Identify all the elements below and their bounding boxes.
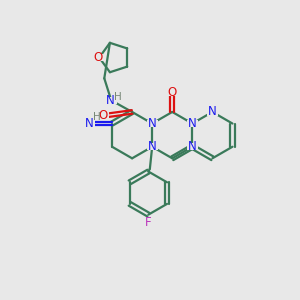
Text: N: N [85, 117, 94, 130]
FancyBboxPatch shape [84, 120, 95, 127]
Text: N: N [188, 140, 197, 153]
Text: O: O [98, 109, 108, 122]
Text: N: N [148, 117, 157, 130]
FancyBboxPatch shape [143, 217, 154, 224]
FancyBboxPatch shape [187, 143, 198, 151]
Text: H: H [93, 112, 101, 122]
FancyBboxPatch shape [147, 120, 158, 127]
Text: O: O [168, 86, 177, 99]
Text: O: O [93, 51, 102, 64]
Text: H: H [114, 92, 122, 102]
FancyBboxPatch shape [207, 108, 218, 116]
Text: F: F [145, 216, 152, 229]
Text: N: N [188, 117, 197, 130]
FancyBboxPatch shape [167, 88, 178, 96]
FancyBboxPatch shape [147, 143, 158, 151]
FancyBboxPatch shape [92, 54, 103, 61]
Text: N: N [148, 140, 157, 153]
FancyBboxPatch shape [98, 112, 109, 119]
Text: N: N [208, 106, 217, 118]
Text: N: N [105, 94, 114, 107]
FancyBboxPatch shape [106, 97, 117, 104]
FancyBboxPatch shape [187, 120, 198, 127]
